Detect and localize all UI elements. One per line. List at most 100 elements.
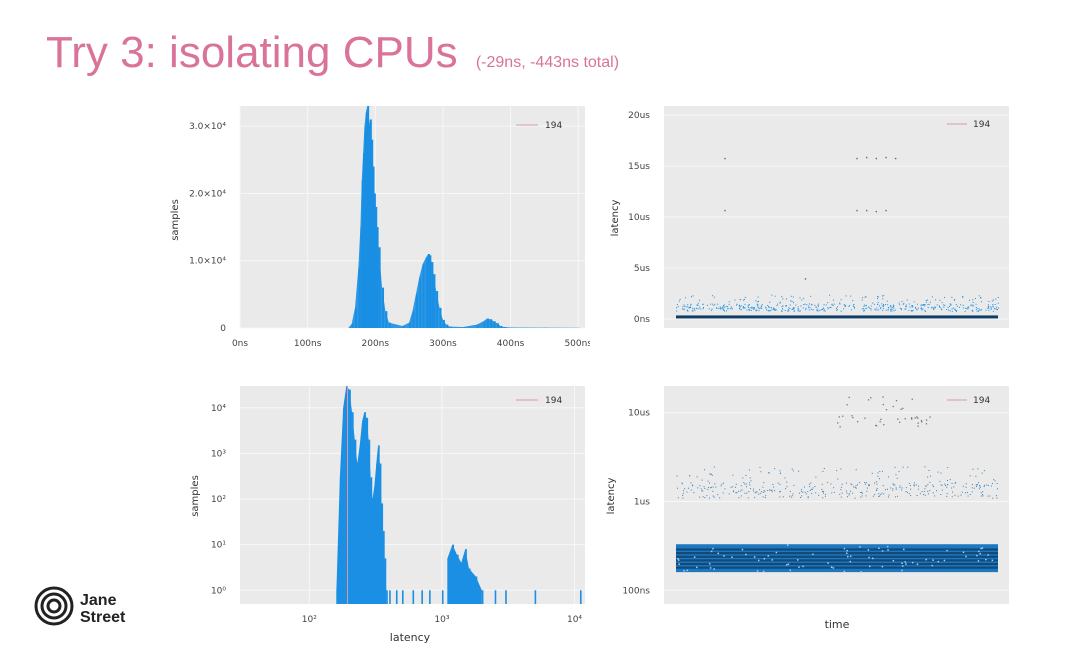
jitter-point [768, 472, 770, 474]
jitter-point [996, 483, 998, 485]
jitter-point [713, 305, 715, 307]
band-speckle [911, 561, 914, 564]
jitter-point [978, 310, 980, 312]
jitter-point [939, 306, 941, 308]
legend-label: 194 [973, 120, 990, 130]
jitter-point [865, 304, 867, 306]
jitter-point [773, 309, 775, 311]
jitter-point [830, 306, 832, 308]
jitter-point [802, 491, 804, 493]
jitter-point [892, 488, 894, 490]
jitter-point [996, 306, 998, 308]
jitter-point [749, 309, 751, 311]
jitter-point [893, 484, 895, 486]
jitter-point [699, 485, 701, 487]
x-axis-label: time [825, 618, 850, 631]
jitter-point [723, 309, 725, 311]
jitter-point [789, 304, 791, 306]
band-speckle [798, 566, 800, 568]
band-speckle [845, 552, 848, 555]
jitter-point [911, 310, 913, 312]
jitter-point [761, 308, 763, 310]
jitter-point [738, 308, 740, 310]
jitter-point [692, 485, 694, 487]
jitter-point [894, 484, 896, 486]
jitter-point [922, 304, 924, 306]
band-speckle [847, 555, 849, 558]
jitter-point [785, 298, 787, 300]
jitter-point [921, 309, 923, 311]
jitter-point [812, 309, 814, 311]
jitter-point [744, 296, 746, 298]
jitter-point [872, 302, 874, 304]
jitter-point [975, 298, 977, 300]
jitter-point [752, 488, 754, 490]
jitter-point [809, 306, 811, 308]
outlier-point [848, 396, 850, 399]
outlier-point [839, 426, 841, 428]
jitter-point [865, 307, 867, 309]
jitter-point [992, 305, 994, 307]
jitter-point [962, 296, 964, 298]
jitter-point [749, 307, 751, 309]
jitter-point [799, 297, 801, 299]
jitter-point [709, 497, 711, 499]
band-speckle [869, 565, 871, 568]
band-speckle [980, 547, 982, 550]
jitter-point [758, 300, 760, 302]
jitter-point [848, 493, 850, 495]
jitter-point [748, 308, 750, 310]
outlier-point [904, 418, 906, 420]
jitter-point [719, 306, 721, 308]
band-speckle [892, 559, 895, 562]
histogram-linear-panel: 0ns 100ns 200ns 300ns 400ns 500ns 0 1.0×10⁴ 2.0… [160, 100, 590, 360]
jitter-point [894, 496, 896, 498]
jitter-point [840, 310, 842, 312]
jitter-point [757, 304, 759, 306]
jitter-point [714, 483, 716, 485]
jitter-point [678, 300, 680, 302]
jitter-point [944, 304, 946, 306]
band-speckle [832, 567, 835, 569]
jitter-point [927, 299, 929, 301]
jitter-point [935, 299, 937, 301]
jitter-point [698, 299, 700, 301]
jitter-point [756, 301, 758, 303]
jitter-point [773, 486, 775, 488]
jitter-point [770, 489, 772, 491]
jitter-point [805, 309, 807, 311]
jitter-point [782, 298, 784, 300]
jitter-point [709, 473, 711, 475]
jitter-point [951, 296, 953, 298]
band-speckle [985, 558, 987, 561]
legend-label: 194 [545, 396, 562, 406]
jitter-point [779, 472, 781, 474]
band-speckle [830, 566, 833, 569]
outlier-point [882, 403, 884, 406]
jitter-point [785, 305, 787, 307]
jitter-point [948, 305, 950, 307]
jitter-point [700, 308, 702, 310]
jitter-point [810, 488, 812, 490]
jitter-point [794, 310, 796, 312]
jitter-point [952, 307, 954, 309]
jitter-point [964, 310, 966, 312]
band-speckle [710, 550, 713, 553]
jitter-point [818, 494, 820, 496]
jitter-point [861, 308, 863, 310]
jitter-point [790, 295, 792, 297]
outlier-point [856, 421, 859, 423]
jitter-point [995, 308, 997, 310]
jitter-point [921, 304, 923, 306]
jitter-point [817, 305, 819, 307]
jitter-point [939, 480, 941, 482]
jitter-point [761, 304, 763, 306]
jitter-point [946, 309, 948, 311]
jitter-point [825, 493, 827, 495]
jitter-point [880, 307, 882, 309]
band-speckle [886, 545, 889, 548]
jitter-point [883, 304, 885, 306]
jitter-point [750, 488, 752, 490]
jitter-point [711, 308, 713, 310]
jitter-point [988, 301, 990, 303]
